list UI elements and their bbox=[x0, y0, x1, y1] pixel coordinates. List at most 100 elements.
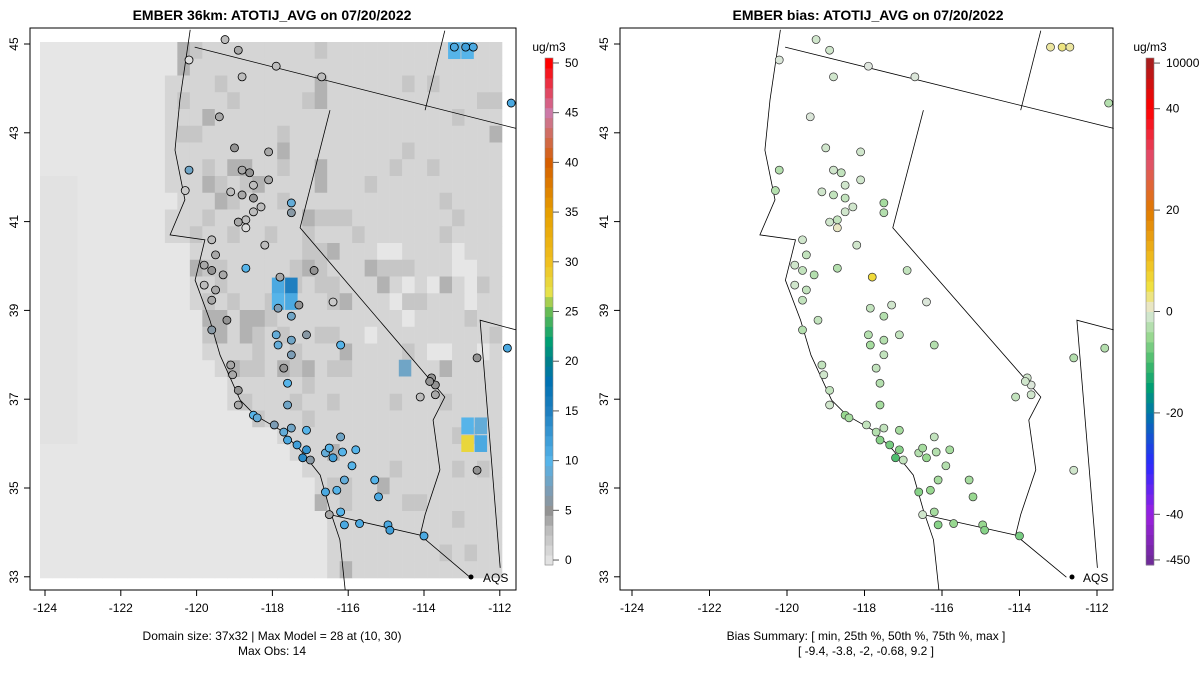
obs-station-marker bbox=[472, 465, 482, 475]
model-grid-cell bbox=[389, 109, 403, 127]
bias-station-marker bbox=[933, 520, 943, 530]
model-grid-cell bbox=[189, 92, 203, 110]
bias-station-marker bbox=[825, 400, 834, 410]
colorbar-swatch bbox=[1146, 220, 1154, 231]
model-grid-cell bbox=[52, 293, 66, 311]
y-tick-label: 45 bbox=[7, 37, 21, 51]
obs-station-marker bbox=[324, 443, 334, 453]
model-grid-cell bbox=[452, 243, 465, 261]
model-grid-cell bbox=[489, 393, 503, 411]
bias-station-marker bbox=[931, 447, 941, 457]
model-grid-cell bbox=[277, 410, 291, 428]
model-grid-cell bbox=[377, 142, 390, 160]
model-grid-cell bbox=[339, 176, 353, 194]
bias-station-marker bbox=[821, 143, 831, 153]
model-grid-cell bbox=[152, 176, 166, 194]
model-grid-cell bbox=[264, 494, 278, 512]
model-grid-cell bbox=[414, 410, 428, 428]
model-grid-cell bbox=[277, 192, 291, 210]
model-grid-cell bbox=[127, 343, 141, 361]
model-grid-cell bbox=[177, 427, 191, 445]
model-grid-cell bbox=[339, 494, 353, 512]
model-grid-cell bbox=[114, 310, 128, 328]
model-grid-cell bbox=[252, 377, 266, 395]
colorbar-swatch bbox=[1146, 189, 1154, 201]
colorbar-swatch bbox=[545, 445, 553, 457]
colorbar-swatch bbox=[1146, 179, 1154, 191]
colorbar-swatch bbox=[545, 217, 553, 228]
model-grid-cell bbox=[127, 276, 141, 294]
model-grid-cell bbox=[402, 343, 415, 361]
model-grid-cell bbox=[102, 343, 116, 361]
model-grid-cell bbox=[152, 109, 166, 127]
bias-station-marker bbox=[825, 385, 834, 395]
model-grid-cell bbox=[439, 176, 453, 194]
model-grid-cell bbox=[289, 460, 303, 478]
model-grid-cell bbox=[477, 42, 490, 60]
model-grid-cell bbox=[114, 527, 128, 545]
bias-station-marker bbox=[819, 370, 829, 380]
model-grid-cell bbox=[489, 410, 503, 428]
obs-station-marker bbox=[336, 340, 346, 350]
model-grid-cell bbox=[52, 243, 66, 261]
model-map-panel: EMBER 36km: ATOTIJ_AVG on 07/20/2022 -12… bbox=[7, 7, 579, 658]
model-grid-cell bbox=[152, 243, 166, 261]
x-tick-label: -122 bbox=[697, 601, 721, 615]
model-grid-cell bbox=[127, 209, 141, 227]
model-grid-cell bbox=[339, 75, 353, 93]
model-grid-cell bbox=[427, 477, 440, 495]
model-grid-cell bbox=[89, 176, 103, 194]
model-grid-cell bbox=[352, 494, 365, 512]
model-grid-cell bbox=[427, 42, 440, 60]
colorbar-swatch bbox=[1146, 108, 1154, 120]
model-grid-cell bbox=[189, 209, 203, 227]
model-grid-cell bbox=[252, 92, 266, 110]
obs-station-marker bbox=[199, 280, 209, 290]
model-grid-cell bbox=[264, 259, 278, 277]
model-grid-cell bbox=[389, 176, 403, 194]
bias-station-marker bbox=[875, 378, 885, 388]
model-grid-cell bbox=[152, 58, 166, 76]
model-grid-cell bbox=[127, 226, 141, 244]
model-grid-cell bbox=[214, 125, 228, 143]
model-grid-cell bbox=[40, 511, 53, 529]
obs-station-marker bbox=[226, 187, 236, 197]
model-grid-cell bbox=[277, 226, 291, 244]
model-grid-cell bbox=[214, 410, 228, 428]
model-grid-cell bbox=[452, 561, 465, 579]
colorbar-tick-label: 0 bbox=[1166, 305, 1173, 319]
model-grid-cell bbox=[364, 494, 378, 512]
model-grid-cell bbox=[427, 511, 440, 529]
obs-station-marker bbox=[336, 507, 346, 517]
colorbar-swatch bbox=[1146, 311, 1154, 323]
model-grid-cell bbox=[40, 477, 53, 495]
model-grid-cell bbox=[164, 561, 178, 579]
obs-station-marker bbox=[336, 432, 346, 442]
model-grid-cell bbox=[202, 176, 216, 194]
model-grid-cell bbox=[477, 293, 490, 311]
model-grid-cell bbox=[202, 109, 216, 127]
obs-station-marker bbox=[199, 260, 209, 270]
model-grid-cell bbox=[302, 159, 316, 177]
model-grid-cell bbox=[377, 410, 390, 428]
colorbar-swatch bbox=[545, 97, 553, 109]
model-grid-cell bbox=[477, 477, 490, 495]
model-grid-cell bbox=[289, 377, 303, 395]
model-grid-cell bbox=[214, 75, 228, 93]
model-grid-cell bbox=[489, 494, 503, 512]
model-grid-cell bbox=[314, 326, 328, 344]
y-tick-label: 37 bbox=[597, 392, 611, 406]
model-grid-cell bbox=[52, 427, 66, 445]
model-grid-cell bbox=[177, 310, 191, 328]
model-grid-cell bbox=[127, 444, 141, 462]
model-grid-cell bbox=[239, 276, 253, 294]
colorbar-swatch bbox=[545, 306, 553, 317]
model-grid-cell bbox=[252, 511, 266, 529]
model-grid-cell bbox=[252, 42, 266, 60]
model-grid-cell bbox=[302, 360, 316, 378]
model-grid-cell bbox=[439, 343, 453, 361]
model-grid-cell bbox=[352, 276, 365, 294]
model-grid-cell bbox=[352, 226, 365, 244]
model-grid-cell bbox=[489, 243, 503, 261]
model-grid-cell bbox=[389, 410, 403, 428]
